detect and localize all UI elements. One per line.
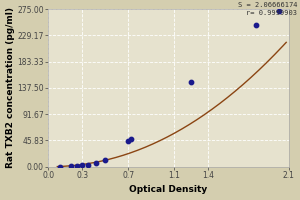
Point xyxy=(189,80,194,83)
Point xyxy=(69,165,74,168)
Point xyxy=(126,139,131,143)
X-axis label: Optical Density: Optical Density xyxy=(129,185,207,194)
Point xyxy=(277,9,282,12)
Point xyxy=(94,161,99,165)
Point xyxy=(128,138,133,141)
Point xyxy=(103,159,108,162)
Y-axis label: Rat TXB2 concentration (pg/ml): Rat TXB2 concentration (pg/ml) xyxy=(6,7,15,168)
Point xyxy=(86,163,91,166)
Point xyxy=(80,164,85,167)
Text: S = 2.06666174
r= 0.9999903: S = 2.06666174 r= 0.9999903 xyxy=(238,2,297,16)
Point xyxy=(254,23,259,26)
Point xyxy=(74,164,79,167)
Point xyxy=(57,165,62,168)
